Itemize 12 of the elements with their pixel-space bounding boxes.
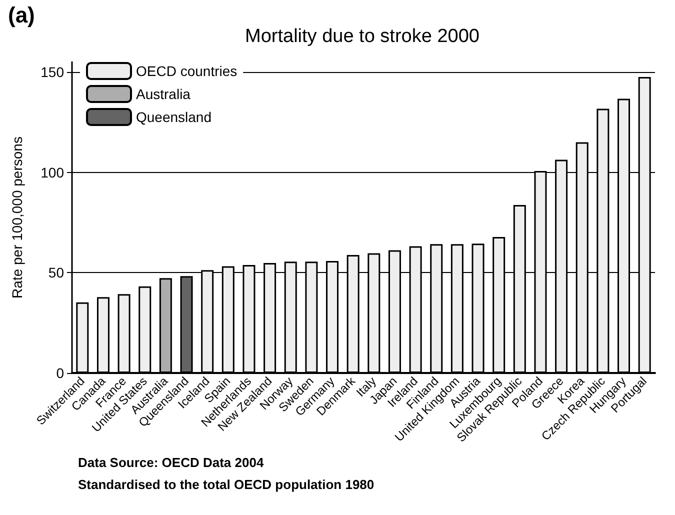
y-tick-label: 0 xyxy=(56,365,64,381)
y-axis-title: Rate per 100,000 persons xyxy=(9,136,25,298)
legend-label: OECD countries xyxy=(136,63,238,79)
legend-label: Australia xyxy=(136,86,191,102)
source-note: Data Source: OECD Data 2004 xyxy=(78,455,264,470)
y-tick-label: 150 xyxy=(40,64,64,80)
y-tick-label: 50 xyxy=(48,264,64,281)
text: (a) xyxy=(8,2,35,28)
text: Standardised to the total OECD population 1980 xyxy=(78,477,374,492)
chart-title: Mortality due to stroke 2000 xyxy=(245,26,480,47)
y-tick-label: 100 xyxy=(40,164,64,180)
legend-label: Queensland xyxy=(136,109,212,125)
